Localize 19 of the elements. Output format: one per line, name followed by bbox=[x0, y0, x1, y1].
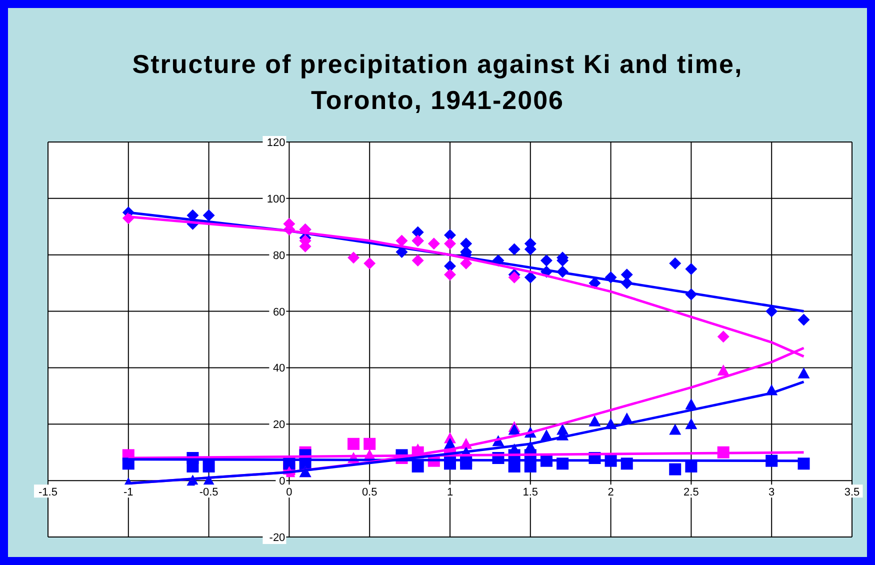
x-tick-label: -0.5 bbox=[199, 486, 218, 499]
y-tick-label: 100 bbox=[266, 193, 286, 206]
y-tick-label: 0 bbox=[279, 476, 286, 488]
y-tick-label: 40 bbox=[272, 362, 286, 375]
x-tick-label: 3 bbox=[768, 486, 775, 499]
y-tick-label: 120 bbox=[266, 137, 286, 149]
x-tick-label: 1.5 bbox=[522, 486, 538, 499]
y-tick-label: -20 bbox=[269, 532, 286, 544]
x-tick-label: 1 bbox=[446, 486, 454, 499]
y-tick-label: 80 bbox=[272, 250, 286, 262]
x-tick-label: -1 bbox=[124, 486, 134, 499]
x-tick-label: 2.5 bbox=[684, 486, 699, 499]
chart-title: Structure of precipitation against Ki and time, Toronto, 1941-2006 bbox=[131, 48, 744, 117]
y-tick-label: 20 bbox=[272, 419, 286, 432]
x-tick-label: -1.5 bbox=[38, 486, 58, 499]
x-tick-label: 3.5 bbox=[844, 486, 860, 499]
x-tick-label: 2 bbox=[608, 486, 614, 499]
y-tick-label: 60 bbox=[272, 306, 286, 318]
x-tick-label: 0.5 bbox=[362, 486, 378, 499]
